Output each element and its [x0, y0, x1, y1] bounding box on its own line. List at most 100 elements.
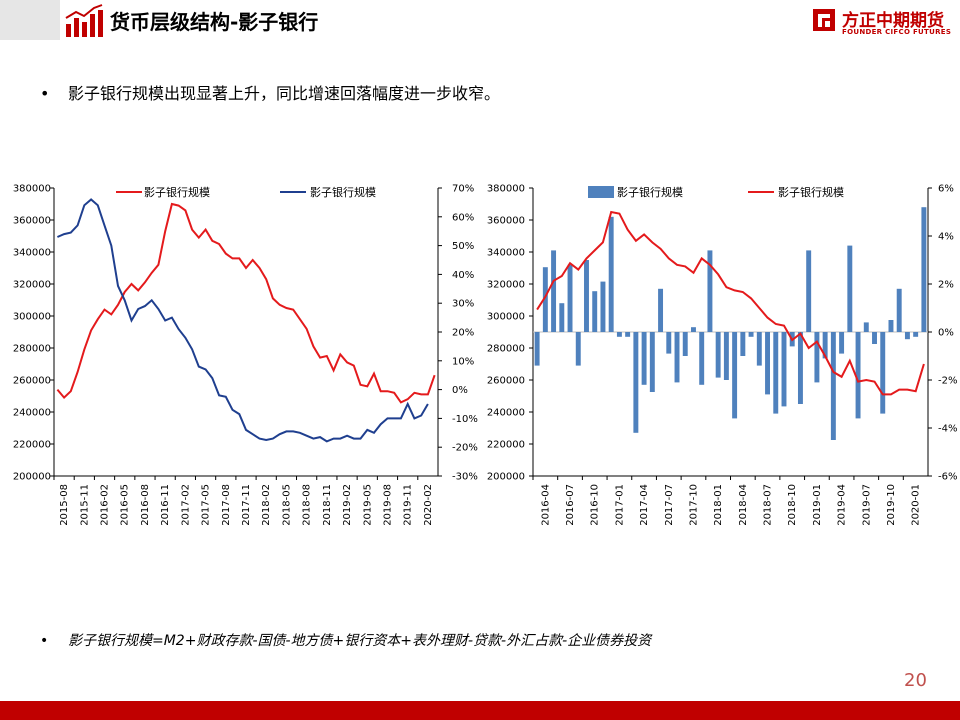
x-tick-label: 2016-10	[590, 484, 601, 526]
x-tick-label: 2019-05	[362, 484, 373, 526]
right-tick-label: 20%	[452, 328, 474, 339]
x-tick-label: 2017-05	[201, 484, 212, 526]
bar	[584, 260, 589, 332]
logo-name-en: FOUNDER CIFCO FUTURES	[842, 28, 952, 36]
x-tick-label: 2017-11	[241, 484, 252, 526]
bar	[773, 332, 779, 414]
bar	[715, 332, 721, 378]
page-title: 货币层级结构-影子银行	[110, 10, 319, 34]
bar	[559, 303, 565, 332]
footnote-symbol: •	[40, 633, 49, 649]
right-tick-label: 0%	[452, 385, 468, 396]
title-band	[0, 0, 60, 40]
x-tick-label: 2017-02	[180, 484, 191, 526]
x-tick-label: 2018-05	[281, 484, 292, 526]
right-tick-label: 0%	[938, 328, 954, 339]
bar	[863, 322, 869, 332]
x-tick-label: 2019-07	[861, 484, 872, 526]
x-tick-label: 2016-02	[100, 484, 111, 526]
x-tick-label: 2018-02	[261, 484, 272, 526]
bar	[921, 207, 927, 332]
x-tick-label: 2015-08	[59, 484, 70, 526]
left-tick-label: 380000	[487, 184, 525, 195]
bullet-symbol: •	[40, 84, 50, 103]
bar	[674, 332, 680, 383]
legend-label: 影子银行规模	[617, 185, 683, 199]
bar	[542, 267, 548, 332]
left-tick-label: 380000	[13, 184, 51, 195]
left-tick-label: 240000	[13, 408, 51, 419]
bar	[699, 332, 705, 385]
bar	[567, 264, 573, 332]
x-tick-label: 2016-07	[565, 484, 576, 526]
x-tick-label: 2018-04	[738, 484, 749, 526]
summary-bullet: • 影子银行规模出现显著上升，同比增速回落幅度进一步收窄。	[40, 80, 500, 104]
header-bar: 货币层级结构-影子银行 方正中期期货 FOUNDER CIFCO FUTURES	[0, 0, 960, 44]
footnote: • 影子银行规模=M2+财政存款-国债-地方债+银行资本+表外理财-贷款-外汇占款…	[40, 630, 651, 650]
left-tick-label: 240000	[487, 408, 525, 419]
bar	[551, 250, 557, 332]
left-tick-label: 220000	[487, 440, 525, 451]
x-tick-label: 2016-05	[120, 484, 131, 526]
x-tick-label: 2016-08	[140, 484, 151, 526]
bar	[896, 288, 902, 332]
x-tick-label: 2018-01	[713, 484, 724, 526]
right-tick-label: -4%	[938, 424, 957, 435]
left-tick-label: 340000	[487, 248, 525, 259]
left-tick-label: 360000	[13, 216, 51, 227]
bar	[839, 332, 845, 354]
left-tick-label: 260000	[13, 376, 51, 387]
series-line	[536, 210, 925, 396]
bar	[723, 332, 729, 380]
x-tick-label: 2019-02	[342, 484, 353, 526]
right-tick-label: 40%	[452, 270, 474, 281]
bar	[904, 332, 910, 340]
right-tick-label: 50%	[452, 241, 474, 252]
bar	[814, 332, 820, 383]
x-tick-label: 2017-08	[221, 484, 232, 526]
x-tick-label: 2019-10	[886, 484, 897, 526]
right-tick-label: 10%	[452, 356, 474, 367]
bar	[649, 332, 655, 392]
x-tick-label: 2017-10	[688, 484, 699, 526]
bar	[740, 332, 746, 356]
left-tick-label: 260000	[487, 376, 525, 387]
bar	[880, 332, 886, 414]
x-tick-label: 2018-11	[322, 484, 333, 526]
x-tick-label: 2020-01	[911, 484, 922, 526]
right-tick-label: -30%	[452, 472, 478, 483]
bar	[830, 332, 836, 440]
bar	[641, 332, 647, 385]
bar	[608, 216, 614, 332]
x-tick-label: 2016-04	[540, 484, 551, 526]
x-tick-label: 2019-11	[403, 484, 414, 526]
right-tick-label: 30%	[452, 299, 474, 310]
bar	[658, 288, 664, 332]
left-tick-label: 300000	[13, 312, 51, 323]
x-tick-label: 2017-04	[639, 484, 650, 526]
bar	[748, 332, 754, 337]
bar	[666, 332, 672, 354]
bar	[691, 327, 696, 332]
bar	[600, 281, 606, 332]
bar	[575, 332, 581, 366]
left-tick-label: 320000	[487, 280, 525, 291]
bar	[616, 332, 622, 337]
rising-bars-icon	[65, 4, 103, 37]
x-tick-label: 2018-07	[763, 484, 774, 526]
bar	[592, 291, 598, 332]
x-tick-label: 2016-11	[160, 484, 171, 526]
bar	[625, 332, 631, 337]
right-tick-label: 70%	[452, 184, 474, 195]
x-tick-label: 2017-01	[614, 484, 625, 526]
left-tick-label: 220000	[13, 440, 51, 451]
charts-area: 200000 220000 240000 260000 280000 300000 3200…	[13, 184, 958, 526]
bar	[682, 332, 688, 356]
right-tick-label: 2%	[938, 280, 954, 291]
right-tick-label: -20%	[452, 443, 478, 454]
bar	[913, 332, 919, 337]
x-tick-label: 2019-08	[382, 484, 393, 526]
left-tick-label: 300000	[487, 312, 525, 323]
logo-name-cn: 方正中期期货	[842, 11, 944, 31]
bar	[732, 332, 738, 419]
